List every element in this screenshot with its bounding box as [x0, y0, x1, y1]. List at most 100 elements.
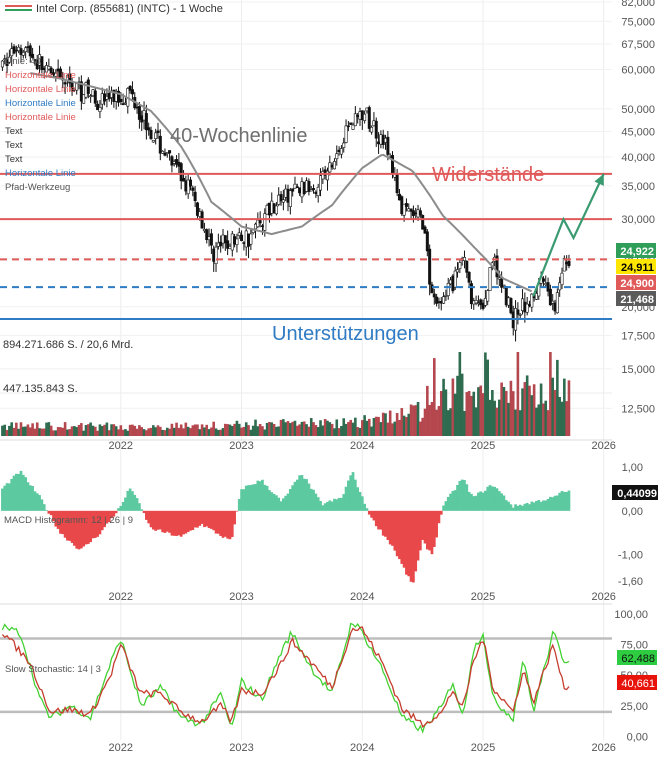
macd-bar [449, 493, 452, 511]
volume-bar [286, 421, 290, 436]
macd-bar [340, 497, 343, 511]
tool-item[interactable]: Text [5, 154, 23, 165]
y-tick-label: 17,500 [621, 331, 655, 343]
macd-bar [107, 510, 111, 523]
tool-item[interactable]: Pfad-Werkzeug [5, 182, 70, 193]
volume-bar [73, 426, 76, 436]
macd-bar [323, 503, 327, 511]
macd-bar [172, 510, 176, 536]
y-tick-label: 50,000 [621, 104, 655, 116]
tool-item[interactable]: Horizontale Linie [5, 168, 76, 179]
volume-bar [398, 419, 401, 436]
volume-bar [553, 389, 557, 436]
volume-bar [52, 430, 55, 436]
macd-bar [479, 491, 483, 511]
volume-bar [33, 428, 37, 436]
x-tick-label: 2026 [591, 591, 615, 603]
volume-bar [495, 407, 499, 436]
volume-bar [412, 405, 415, 436]
macd-bar [17, 473, 21, 511]
tool-item[interactable]: Text [5, 126, 23, 137]
macd-bar [500, 493, 503, 511]
macd-bar [52, 510, 55, 522]
tool-item[interactable]: Horizontale Linie [5, 112, 76, 123]
macd-bar [307, 483, 311, 511]
macd-tick-label: 1,00 [622, 462, 643, 474]
macd-bar [175, 510, 178, 536]
volume-bar [235, 420, 239, 436]
macd-bar [546, 498, 550, 511]
volume-bar [272, 424, 276, 436]
macd-bar [14, 473, 18, 511]
macd-bar [328, 500, 332, 511]
volume-bar [419, 421, 422, 436]
macd-bar [556, 495, 559, 511]
volume-bar [80, 423, 83, 436]
macd-bar [182, 510, 185, 535]
candle-body [281, 199, 285, 203]
macd-bar [409, 510, 413, 582]
macd-bar [286, 493, 290, 511]
macd-bar [446, 496, 450, 511]
candle-body [332, 161, 336, 170]
volume-bar [145, 430, 148, 436]
macd-bar [10, 478, 14, 511]
volume-bar [256, 426, 260, 436]
macd-bar [419, 510, 422, 551]
volume-bar [277, 426, 281, 436]
candle-body [137, 106, 141, 120]
candle-body [291, 188, 295, 192]
x-tick-label: 2023 [229, 742, 253, 754]
candle-body [19, 48, 23, 55]
volume-bar [351, 422, 355, 436]
tool-item[interactable]: Horizontale Linie [5, 98, 76, 109]
candle-body [351, 124, 355, 130]
candle-body [188, 179, 192, 187]
macd-bar [282, 498, 285, 511]
macd-bar [212, 510, 216, 531]
tool-item[interactable]: Horizontale Linie [5, 70, 76, 81]
volume-bar [149, 427, 153, 436]
tool-item[interactable]: Linie: 40 [5, 56, 41, 67]
volume-bar [423, 408, 427, 436]
macd-bar [518, 504, 522, 511]
volume-bar [191, 425, 195, 436]
candle-body [353, 113, 357, 127]
macd-bar [439, 510, 443, 515]
x-tick-label: 2025 [471, 591, 495, 603]
candle-body [495, 255, 499, 278]
volume-bar [35, 422, 39, 436]
stoch-k-line [1, 622, 570, 734]
candle-body [453, 270, 457, 288]
volume-bar [363, 415, 366, 436]
stoch-tick-label: 100,00 [614, 609, 648, 621]
candle-body [288, 190, 292, 207]
macd-bar [565, 491, 568, 511]
volume-bar [296, 425, 299, 436]
macd-bar [335, 499, 339, 511]
volume-bar [193, 424, 197, 436]
volume-bar [282, 419, 285, 436]
volume-bar [68, 429, 72, 436]
candle-body [168, 150, 172, 154]
macd-bar [277, 497, 281, 511]
tool-item[interactable]: Text [5, 140, 23, 151]
stoch-d-line [1, 626, 570, 729]
candle-body [5, 59, 9, 67]
volume-bar [342, 418, 346, 436]
macd-bar [184, 510, 188, 534]
macd-bar [470, 493, 473, 511]
macd-bar [263, 484, 267, 511]
candle-body [488, 267, 492, 291]
volume-bar [444, 389, 448, 436]
volume-bar [391, 423, 394, 436]
macd-bar [530, 501, 534, 511]
volume-bar [119, 425, 123, 436]
volume-bar [159, 426, 162, 436]
tool-item[interactable]: Horizontale Linie [5, 84, 76, 95]
macd-bar [504, 500, 508, 511]
macd-bar [442, 505, 445, 511]
volume-bar [105, 422, 109, 436]
volume-bar [47, 422, 51, 436]
candle-body [481, 302, 485, 309]
